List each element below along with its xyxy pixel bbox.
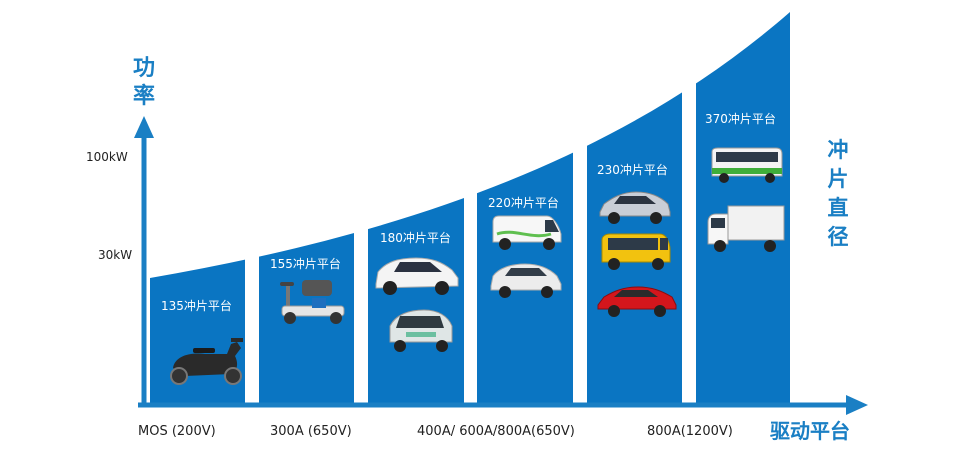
small-hatchback-icon (490, 263, 562, 298)
side-title: 冲片直径 (827, 138, 849, 249)
box-truck-icon (707, 205, 785, 252)
delivery-van-icon (492, 215, 562, 250)
platform-bar-1 (150, 12, 245, 405)
platform-bar-6 (696, 12, 790, 405)
axes (134, 116, 868, 415)
red-sedan-icon (597, 286, 677, 317)
platform-label-135: 135冲片平台 (161, 299, 232, 313)
platform-label-370: 370冲片平台 (705, 112, 776, 126)
green-city-bus-icon (711, 147, 783, 183)
y-tick-100kw: 100kW (86, 150, 128, 164)
yellow-minibus-icon (601, 233, 671, 270)
y-tick-30kw: 30kW (98, 248, 133, 262)
x-label-300a: 300A (650V) (270, 424, 352, 439)
platform-label-180: 180冲片平台 (380, 231, 451, 245)
y-axis-arrow-icon (134, 116, 154, 138)
platform-bar-3 (368, 12, 464, 405)
x-label-800a: 800A(1200V) (647, 424, 733, 439)
platform-bars (150, 12, 790, 405)
microcar-icon (389, 309, 453, 352)
y-axis-title: 功率 (132, 56, 155, 109)
platform-label-220: 220冲片平台 (488, 196, 559, 210)
white-minicar-icon (375, 257, 459, 295)
silver-sedan-icon (599, 191, 671, 224)
platform-label-230: 230冲片平台 (597, 163, 668, 177)
platform-bar-2 (259, 12, 354, 405)
vehicles (170, 147, 785, 385)
x-label-mos: MOS (200V) (138, 424, 216, 439)
x-label-400a: 400A/ 600A/800A(650V) (417, 424, 575, 439)
x-axis-title: 驱动平台 (770, 419, 850, 443)
electric-scooter-icon (170, 338, 243, 385)
x-axis-arrow-icon (846, 395, 868, 415)
platform-label-155: 155冲片平台 (270, 257, 341, 271)
mobility-scooter-icon (280, 280, 345, 324)
